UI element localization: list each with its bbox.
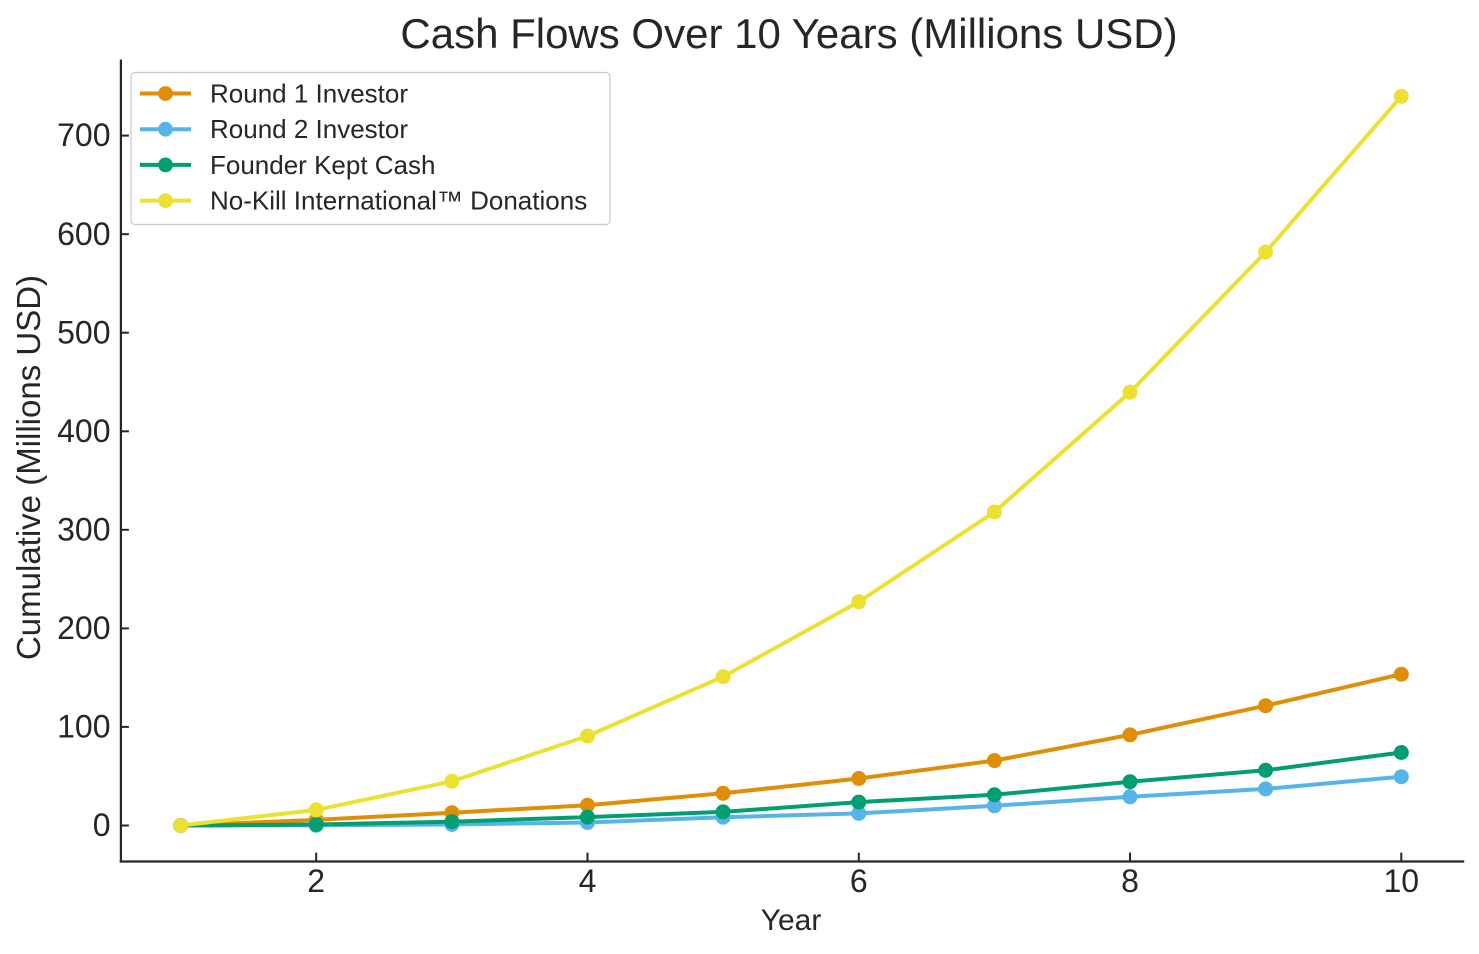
svg-text:Round 2 Investor: Round 2 Investor — [210, 114, 408, 144]
svg-text:0: 0 — [93, 807, 111, 843]
svg-text:Round 1 Investor: Round 1 Investor — [210, 79, 408, 109]
svg-text:10: 10 — [1384, 863, 1420, 899]
svg-text:Year: Year — [761, 904, 822, 937]
svg-text:400: 400 — [57, 413, 110, 449]
svg-text:2: 2 — [307, 863, 325, 899]
svg-text:No-Kill International™ Donatio: No-Kill International™ Donations — [210, 186, 587, 216]
svg-text:300: 300 — [57, 511, 110, 547]
svg-text:200: 200 — [57, 610, 110, 646]
svg-text:600: 600 — [57, 216, 110, 252]
svg-text:700: 700 — [57, 117, 110, 153]
svg-text:6: 6 — [850, 863, 868, 899]
svg-text:500: 500 — [57, 314, 110, 350]
svg-text:8: 8 — [1121, 863, 1139, 899]
svg-text:Founder Kept Cash: Founder Kept Cash — [210, 150, 435, 180]
svg-text:4: 4 — [579, 863, 597, 899]
svg-text:Cash Flows Over 10 Years (Mill: Cash Flows Over 10 Years (Millions USD) — [400, 10, 1177, 57]
svg-text:100: 100 — [57, 709, 110, 745]
svg-text:Cumulative (Millions USD): Cumulative (Millions USD) — [10, 275, 47, 660]
